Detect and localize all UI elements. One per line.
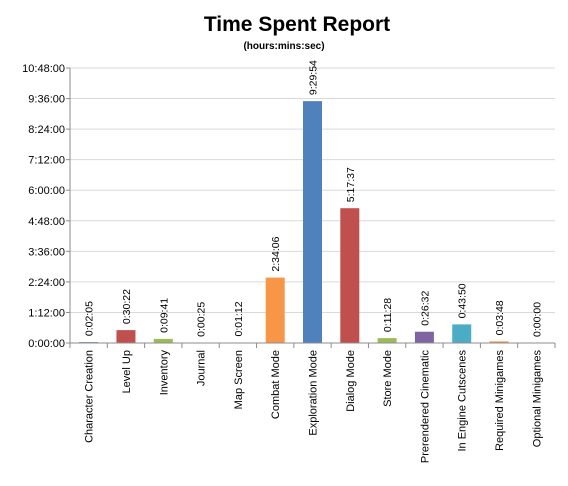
y-tick-label: 9:36:00	[28, 94, 65, 106]
x-tick-label: Exploration Mode	[308, 350, 320, 436]
x-tick-label: Map Screen	[233, 350, 245, 409]
data-label: 2:34:06	[270, 236, 282, 271]
bar	[153, 338, 173, 343]
data-label: 0:26:32	[419, 291, 431, 326]
data-label: 0:03:48	[494, 300, 506, 335]
y-tick-label: 10:48:00	[22, 63, 65, 75]
y-tick-label: 8:24:00	[28, 124, 65, 136]
data-labels: 0:02:05 0:30:22 0:09:41 0:00:25 0:01:12 2:34:…	[84, 60, 544, 337]
chart-title: Time Spent Report	[204, 13, 390, 36]
x-tick-label: In Engine Cutscenes	[457, 350, 469, 452]
data-label: 0:09:41	[158, 298, 170, 333]
bar	[377, 338, 397, 343]
y-tick-labels: 0:00:00 1:12:00 2:24:00 3:36:00 4:48:00 6:00:…	[22, 63, 65, 350]
x-tick-label: Prerendered Cinematic	[419, 350, 431, 464]
y-tick-label: 3:36:00	[28, 246, 65, 258]
data-label: 0:43:50	[457, 283, 469, 318]
y-tick-label: 4:48:00	[28, 216, 65, 228]
x-tick-label: Journal	[196, 350, 208, 386]
bar	[340, 208, 360, 343]
axes	[69, 68, 556, 348]
x-tick-label: Level Up	[121, 350, 133, 393]
y-tick-label: 7:12:00	[28, 155, 65, 167]
data-label: 9:29:54	[308, 60, 320, 95]
y-tick-label: 1:12:00	[28, 307, 65, 319]
x-tick-label: Required Minigames	[494, 350, 506, 451]
x-tick-labels: Character Creation Level Up Inventory Journ…	[84, 350, 544, 464]
data-label: 0:00:00	[531, 302, 543, 337]
y-tick-label: 0:00:00	[28, 338, 65, 350]
data-label: 0:02:05	[84, 301, 96, 336]
data-label: 0:11:28	[382, 298, 394, 332]
x-tick-label: Character Creation	[84, 350, 96, 443]
x-tick-label: Combat Mode	[270, 350, 282, 419]
x-tick-label: Inventory	[158, 350, 170, 396]
bar	[414, 331, 434, 343]
chart-subtitle: (hours:mins:sec)	[243, 41, 324, 52]
data-label: 0:30:22	[121, 289, 133, 324]
bar	[116, 330, 136, 343]
bar	[489, 341, 509, 343]
x-tick-label: Store Mode	[382, 350, 394, 407]
y-tick-label: 2:24:00	[28, 277, 65, 289]
bar	[452, 324, 472, 343]
x-tick-label: Dialog Mode	[345, 350, 357, 412]
bar	[303, 101, 322, 343]
data-label: 0:00:25	[196, 302, 208, 337]
bar	[265, 277, 285, 343]
data-label: 0:01:12	[233, 301, 245, 336]
x-tick-label: Optional Minigames	[531, 350, 543, 448]
data-label: 5:17:37	[345, 167, 357, 202]
y-tick-label: 6:00:00	[28, 185, 65, 197]
bars	[79, 101, 509, 343]
